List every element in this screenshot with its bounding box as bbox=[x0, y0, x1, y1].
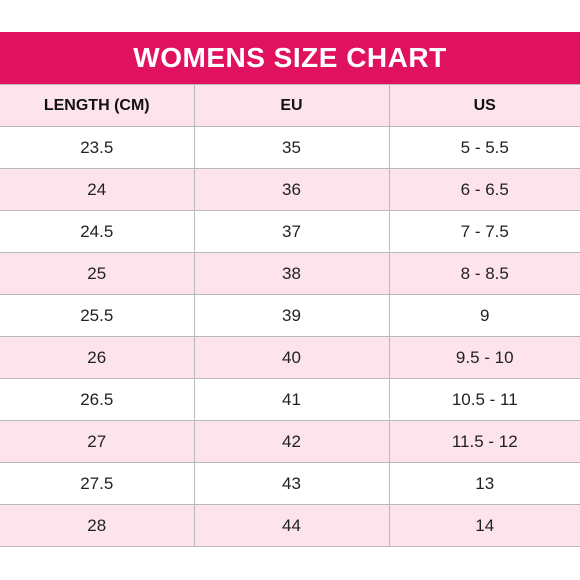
cell-length: 26.5 bbox=[0, 378, 195, 421]
cell-length: 24 bbox=[0, 168, 195, 211]
table-row: 26.5 41 10.5 - 11 bbox=[0, 378, 580, 421]
cell-length: 23.5 bbox=[0, 126, 195, 169]
cell-us: 9.5 - 10 bbox=[388, 336, 580, 379]
table-row: 28 44 14 bbox=[0, 504, 580, 547]
cell-us: 14 bbox=[388, 504, 580, 547]
cell-eu: 44 bbox=[193, 504, 390, 547]
cell-us: 6 - 6.5 bbox=[388, 168, 580, 211]
table-row: 27.5 43 13 bbox=[0, 462, 580, 505]
cell-eu: 35 bbox=[193, 126, 390, 169]
cell-length: 28 bbox=[0, 504, 195, 547]
chart-title: WOMENS SIZE CHART bbox=[133, 42, 447, 73]
cell-eu: 42 bbox=[193, 420, 390, 463]
table-row: 25.5 39 9 bbox=[0, 294, 580, 337]
cell-eu: 43 bbox=[193, 462, 390, 505]
cell-us: 10.5 - 11 bbox=[388, 378, 580, 421]
cell-us: 13 bbox=[388, 462, 580, 505]
cell-us: 7 - 7.5 bbox=[388, 210, 580, 253]
table-row: 23.5 35 5 - 5.5 bbox=[0, 126, 580, 169]
size-table: LENGTH (CM) EU US 23.5 35 5 - 5.5 24 36 … bbox=[0, 84, 580, 547]
cell-us: 8 - 8.5 bbox=[388, 252, 580, 295]
cell-length: 25.5 bbox=[0, 294, 195, 337]
header-eu: EU bbox=[193, 84, 390, 127]
cell-length: 26 bbox=[0, 336, 195, 379]
cell-us: 11.5 - 12 bbox=[388, 420, 580, 463]
cell-eu: 37 bbox=[193, 210, 390, 253]
title-banner: WOMENS SIZE CHART bbox=[0, 32, 580, 84]
cell-length: 27.5 bbox=[0, 462, 195, 505]
header-us: US bbox=[388, 84, 580, 127]
cell-length: 24.5 bbox=[0, 210, 195, 253]
table-row: 24 36 6 - 6.5 bbox=[0, 168, 580, 211]
table-row: 24.5 37 7 - 7.5 bbox=[0, 210, 580, 253]
cell-eu: 41 bbox=[193, 378, 390, 421]
table-row: 26 40 9.5 - 10 bbox=[0, 336, 580, 379]
table-row: 27 42 11.5 - 12 bbox=[0, 420, 580, 463]
cell-length: 25 bbox=[0, 252, 195, 295]
header-row: LENGTH (CM) EU US bbox=[0, 84, 580, 127]
cell-us: 5 - 5.5 bbox=[388, 126, 580, 169]
cell-us: 9 bbox=[388, 294, 580, 337]
table-row: 25 38 8 - 8.5 bbox=[0, 252, 580, 295]
cell-eu: 38 bbox=[193, 252, 390, 295]
cell-eu: 40 bbox=[193, 336, 390, 379]
table-body: 23.5 35 5 - 5.5 24 36 6 - 6.5 24.5 37 7 … bbox=[0, 126, 580, 547]
cell-eu: 36 bbox=[193, 168, 390, 211]
header-length: LENGTH (CM) bbox=[0, 84, 195, 127]
cell-length: 27 bbox=[0, 420, 195, 463]
cell-eu: 39 bbox=[193, 294, 390, 337]
